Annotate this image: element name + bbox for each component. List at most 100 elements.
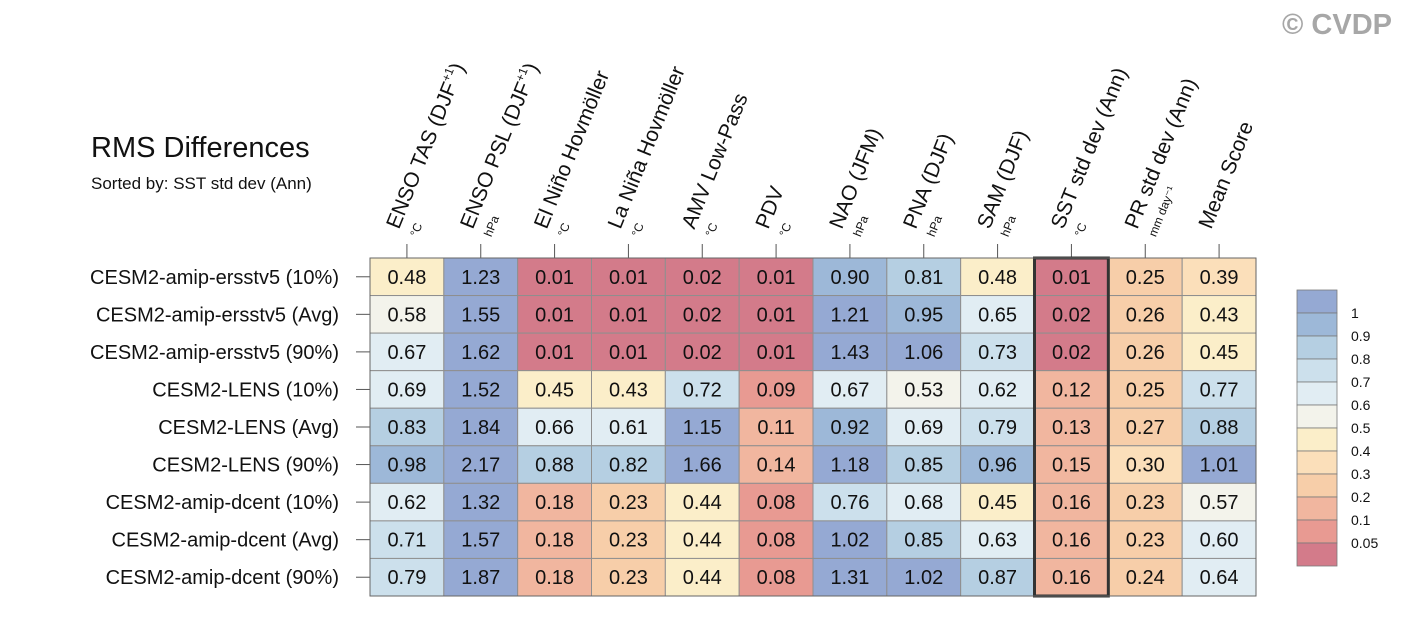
colorbar-swatch xyxy=(1296,450,1338,475)
column-unit: hPa xyxy=(924,213,945,238)
heatmap-cell xyxy=(960,445,1036,484)
cell-value-label: 0.18 xyxy=(535,492,574,514)
cell-value-label: 0.16 xyxy=(1052,492,1091,514)
cell-value-label: 0.25 xyxy=(1126,267,1165,289)
heatmap-cell xyxy=(886,370,962,409)
cell-value-label: 1.23 xyxy=(461,267,500,289)
heatmap-cell xyxy=(1034,370,1109,409)
colorbar-label: 0.9 xyxy=(1351,328,1371,344)
cell-value-label: 0.08 xyxy=(757,530,796,552)
cell-value-label: 0.43 xyxy=(1200,304,1239,326)
heatmap-cell xyxy=(738,332,814,372)
cell-value-label: 0.85 xyxy=(904,530,943,552)
heatmap-cell xyxy=(664,257,740,297)
colorbar-swatch xyxy=(1296,542,1338,567)
row-label: CESM2-LENS (Avg) xyxy=(158,417,339,439)
cell-value-label: 0.26 xyxy=(1126,342,1165,364)
cell-value-label: 0.68 xyxy=(904,492,943,514)
heatmap-cell xyxy=(738,520,814,559)
cell-value-label: 0.02 xyxy=(1052,342,1091,364)
cell-value-label: 0.16 xyxy=(1052,530,1091,552)
cell-value-label: 0.08 xyxy=(757,567,796,589)
column-unit: hPa xyxy=(850,213,871,238)
heatmap-cell xyxy=(443,445,519,484)
cell-value-label: 1.15 xyxy=(683,417,722,439)
cell-value-label: 0.01 xyxy=(535,267,574,289)
column-label: SST std dev (Ann) xyxy=(1047,65,1132,232)
cell-value-label: 0.79 xyxy=(978,417,1017,439)
cell-value-label: 1.02 xyxy=(904,567,943,589)
column-unit: °C xyxy=(629,221,647,239)
row-label: CESM2-amip-ersstv5 (90%) xyxy=(90,342,339,364)
cell-value-label: 0.81 xyxy=(904,267,943,289)
cell-value-label: 0.02 xyxy=(683,342,722,364)
cell-value-label: 1.62 xyxy=(461,342,500,364)
cell-value-label: 0.01 xyxy=(757,342,796,364)
heatmap-cell xyxy=(738,257,814,297)
column-label: AMV Low-Pass xyxy=(678,90,753,232)
cell-value-label: 1.31 xyxy=(830,567,869,589)
cell-value-label: 0.48 xyxy=(978,267,1017,289)
column-label: El Niño Hovmöller xyxy=(530,67,614,231)
heatmap-cell xyxy=(1034,482,1109,522)
heatmap-cell xyxy=(1107,482,1183,522)
column-header-mean-score: Mean Score xyxy=(1194,118,1258,232)
colorbar-swatch xyxy=(1296,496,1338,521)
cell-value-label: 0.25 xyxy=(1126,379,1165,401)
cell-value-label: 0.73 xyxy=(978,342,1017,364)
cell-value-label: 0.44 xyxy=(683,530,722,552)
heatmap-cell xyxy=(812,407,888,447)
cell-value-label: 0.98 xyxy=(387,455,426,477)
heatmap-cell xyxy=(738,407,814,447)
heatmap-cell xyxy=(886,557,962,597)
heatmap-cell xyxy=(1107,520,1183,559)
colorbar-label: 0.3 xyxy=(1351,466,1371,482)
cell-value-label: 0.87 xyxy=(978,567,1017,589)
heatmap-frame xyxy=(369,257,1257,597)
cell-value-label: 0.69 xyxy=(904,417,943,439)
heatmap-cell xyxy=(812,557,888,597)
heatmap-cell xyxy=(517,407,593,447)
heatmap-cell xyxy=(812,370,888,409)
heatmap-cell xyxy=(591,482,666,522)
heatmap-cell xyxy=(1034,332,1109,372)
colorbar-swatch xyxy=(1296,381,1338,406)
cell-value-label: 0.13 xyxy=(1052,417,1091,439)
cell-value-label: 0.12 xyxy=(1052,379,1091,401)
heatmap-cell xyxy=(591,520,666,559)
row-label: CESM2-amip-dcent (90%) xyxy=(106,567,339,589)
heatmap-cells: 0.48 1.23 0.01 0.01 0.02 0.01 0.90 0.81 0.48 0.01… xyxy=(369,256,1257,598)
cell-value-label: 0.01 xyxy=(535,304,574,326)
cell-value-label: 0.01 xyxy=(1052,267,1091,289)
cell-value-label: 1.21 xyxy=(830,304,869,326)
cell-value-label: 0.01 xyxy=(609,267,648,289)
cell-value-label: 0.01 xyxy=(757,267,796,289)
colorbar-label: 0.05 xyxy=(1351,535,1378,551)
colorbar-swatch xyxy=(1296,335,1338,360)
cell-value-label: 0.11 xyxy=(757,417,794,439)
heatmap-cell xyxy=(1034,257,1109,297)
cell-value-label: 0.62 xyxy=(978,379,1017,401)
colorbar-swatch xyxy=(1296,358,1338,383)
cell-value-label: 0.39 xyxy=(1200,267,1239,289)
colorbar-swatch xyxy=(1296,289,1338,314)
heatmap-cell xyxy=(443,295,519,334)
heatmap-cell xyxy=(443,520,519,559)
cell-value-label: 0.62 xyxy=(387,492,426,514)
column-header-sam-djf: SAM (DJF)hPa xyxy=(973,127,1033,239)
row-labels: CESM2-amip-ersstv5 (10%) CESM2-amip-ersst… xyxy=(90,267,370,589)
cell-value-label: 0.44 xyxy=(683,492,722,514)
cell-value-label: 0.66 xyxy=(535,417,574,439)
cell-value-label: 0.18 xyxy=(535,530,574,552)
cell-value-label: 0.24 xyxy=(1126,567,1165,589)
cell-value-label: 0.23 xyxy=(609,492,648,514)
cell-value-label: 0.48 xyxy=(387,267,426,289)
row-label: CESM2-LENS (10%) xyxy=(152,379,339,401)
cell-value-label: 0.61 xyxy=(609,417,648,439)
cell-value-label: 0.90 xyxy=(830,267,869,289)
cell-value-label: 0.88 xyxy=(1200,417,1239,439)
cell-value-label: 0.72 xyxy=(683,379,722,401)
row-label: CESM2-amip-dcent (10%) xyxy=(106,492,339,514)
cell-value-label: 0.01 xyxy=(535,342,574,364)
